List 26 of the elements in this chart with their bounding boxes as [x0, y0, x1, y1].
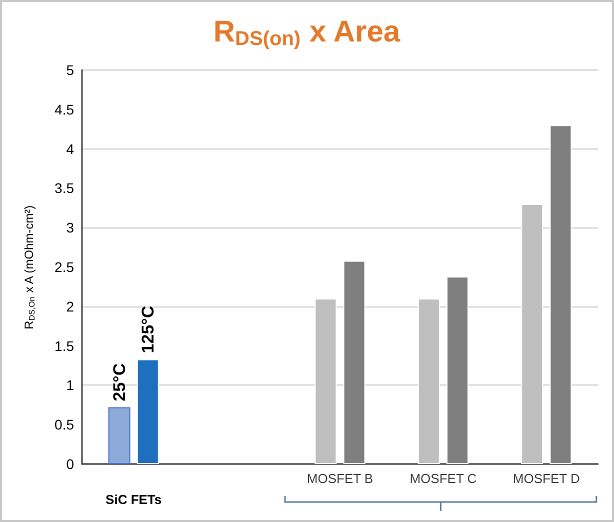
- text: 25°C: [110, 363, 129, 402]
- x-tick-label: MOSFET C: [410, 471, 477, 486]
- y-tick-label: 4.5: [54, 101, 74, 118]
- y-tick-label: 2: [66, 298, 74, 314]
- y-tick-label: 2.5: [54, 259, 74, 275]
- bar: [550, 125, 572, 464]
- bar: [108, 407, 130, 464]
- text: SiC FETs: [106, 492, 162, 507]
- bar: [314, 298, 337, 464]
- bar: [343, 260, 366, 464]
- y-tick-label: 3.5: [54, 180, 74, 196]
- y-tick-label: 0: [66, 456, 74, 472]
- x-tick-label: MOSFET B: [306, 471, 374, 486]
- bar: [521, 204, 544, 464]
- y-tick-label: 1.5: [54, 338, 74, 354]
- y-tick-label: 3: [66, 220, 74, 236]
- y-axis-title: RDS,On x A (mOhm-cm²): [22, 205, 36, 330]
- y-tick-label: 5: [66, 62, 74, 78]
- y-tick-label: 0.5: [54, 416, 74, 433]
- text: 125°C: [138, 306, 158, 354]
- bar: [446, 276, 468, 464]
- x-tick-label: MOSFET D: [512, 471, 580, 486]
- bar: [418, 298, 440, 464]
- bar: [136, 359, 159, 464]
- y-tick-label: 4: [66, 140, 74, 157]
- y-tick-label: 1: [66, 377, 74, 394]
